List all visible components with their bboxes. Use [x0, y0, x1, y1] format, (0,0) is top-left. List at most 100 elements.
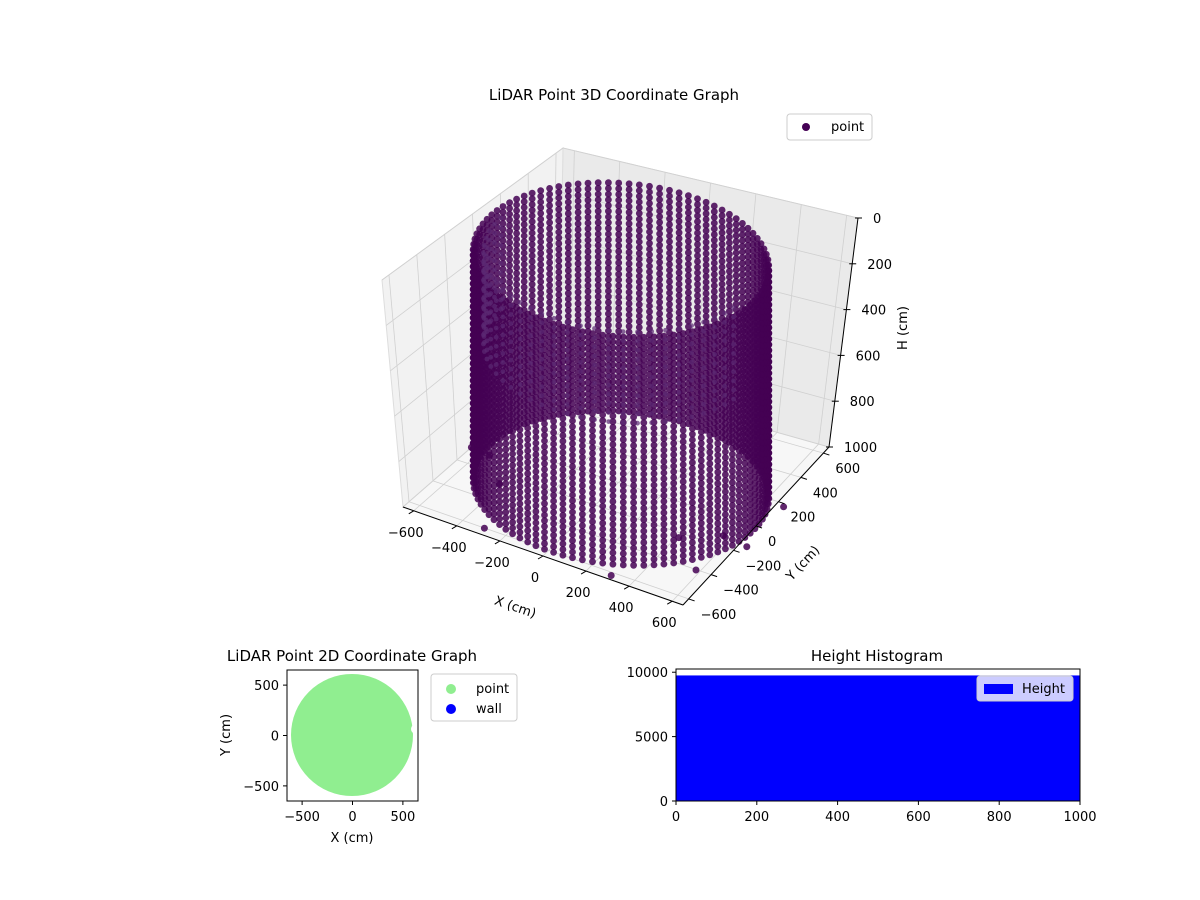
cylinder-point	[646, 285, 653, 293]
cylinder-point	[619, 527, 627, 535]
cylinder-point	[520, 375, 528, 382]
cylinder-point	[520, 340, 528, 348]
cylinder-point	[625, 334, 633, 342]
cylinder-point	[532, 434, 540, 441]
cylinder-point	[722, 545, 729, 553]
cylinder-point	[615, 208, 623, 215]
y-tick-label-3d: 0	[768, 535, 776, 550]
cylinder-point	[619, 487, 627, 495]
cylinder-point	[546, 413, 553, 420]
cylinder-point	[630, 425, 637, 432]
cylinder-point	[670, 514, 678, 521]
cylinder-point	[479, 448, 487, 456]
x-tick-3d	[537, 555, 544, 560]
cylinder-point	[579, 419, 586, 427]
cylinder-point	[718, 218, 726, 225]
cylinder-point	[702, 426, 710, 434]
cylinder-point	[513, 321, 520, 328]
cylinder-point	[650, 498, 658, 506]
cylinder-point	[697, 434, 705, 442]
cylinder-inner-point	[508, 339, 514, 345]
cylinder-point	[493, 338, 501, 345]
cylinder-point	[714, 491, 722, 499]
cylinder-point	[579, 522, 586, 529]
cylinder-point	[625, 231, 633, 239]
y-tick-label-2d: −500	[243, 780, 279, 795]
cylinder-point	[650, 447, 658, 455]
cylinder-point	[488, 382, 496, 390]
histogram-title: Height Histogram	[811, 647, 943, 665]
cylinder-point	[656, 407, 663, 414]
cylinder-point	[513, 423, 520, 431]
cylinder-point	[729, 473, 736, 481]
cylinder-point	[666, 215, 673, 223]
cylinder-point	[660, 469, 668, 477]
cylinder-point	[520, 243, 528, 251]
cylinder-inner-point	[492, 285, 497, 291]
cylinder-point	[569, 474, 576, 482]
cylinder-inner-point	[528, 342, 533, 348]
cylinder-point	[496, 492, 503, 500]
cylinder-point	[625, 345, 633, 353]
cylinder-point	[569, 542, 576, 550]
cylinder-point	[499, 391, 507, 398]
cylinder-point	[722, 471, 729, 479]
cylinder-point	[675, 269, 683, 276]
cylinder-point	[506, 205, 513, 212]
cylinder-point	[749, 321, 757, 328]
cylinder-point	[702, 387, 710, 394]
cylinder-point	[615, 322, 623, 329]
cylinder-point	[694, 292, 701, 300]
cylinder-point	[594, 219, 602, 227]
cylinder-inner-point	[493, 343, 499, 349]
cylinder-point	[550, 423, 557, 431]
cylinder-point	[496, 509, 503, 517]
cylinder-point	[615, 213, 623, 221]
cylinder-inner-point	[722, 310, 727, 316]
cylinder-point	[532, 428, 540, 436]
cylinder-point	[546, 338, 553, 346]
cylinder-inner-point	[508, 366, 514, 372]
cylinder-point	[546, 316, 553, 323]
cylinder-inner-point	[731, 360, 736, 366]
cylinder-inner-point	[712, 406, 717, 412]
cylinder-point	[729, 530, 736, 538]
cylinder-inner-point	[649, 356, 655, 362]
cylinder-point	[666, 238, 673, 246]
cylinder-point	[646, 314, 653, 321]
cylinder-point	[635, 306, 643, 314]
cylinder-point	[546, 356, 553, 363]
cylinder-point	[555, 194, 563, 202]
cylinder-point	[635, 244, 643, 252]
cylinder-point	[609, 435, 617, 443]
cylinder-point	[564, 369, 572, 377]
cylinder-inner-point	[663, 400, 668, 406]
cylinder-point	[722, 459, 729, 467]
cylinder-point	[569, 417, 576, 425]
cylinder-point	[739, 413, 746, 421]
cylinder-point	[550, 497, 557, 505]
z-tick-label-3d: 200	[867, 258, 892, 273]
cylinder-point	[706, 528, 714, 536]
cylinder-point	[506, 227, 513, 235]
cylinder-point	[564, 284, 572, 291]
cylinder-point	[689, 504, 696, 512]
cylinder-point	[749, 292, 757, 300]
cylinder-point	[749, 343, 757, 351]
cylinder-point	[483, 443, 491, 451]
cylinder-point	[744, 395, 752, 403]
cylinder-inner-point	[493, 334, 499, 340]
cylinder-point	[744, 236, 752, 244]
x-tick-label-3d: 0	[531, 571, 539, 586]
cylinder-inner-point	[578, 350, 583, 356]
cylinder-inner-point	[635, 375, 640, 380]
cylinder-inner-point	[487, 237, 492, 243]
cylinder-point	[739, 322, 746, 330]
cylinder-point	[574, 220, 582, 228]
cylinder-point	[496, 458, 503, 466]
cylinder-point	[509, 433, 516, 441]
cylinder-inner-point	[483, 272, 489, 277]
cylinder-point	[650, 527, 658, 535]
cylinder-point	[546, 219, 553, 227]
cylinder-point	[550, 520, 557, 528]
